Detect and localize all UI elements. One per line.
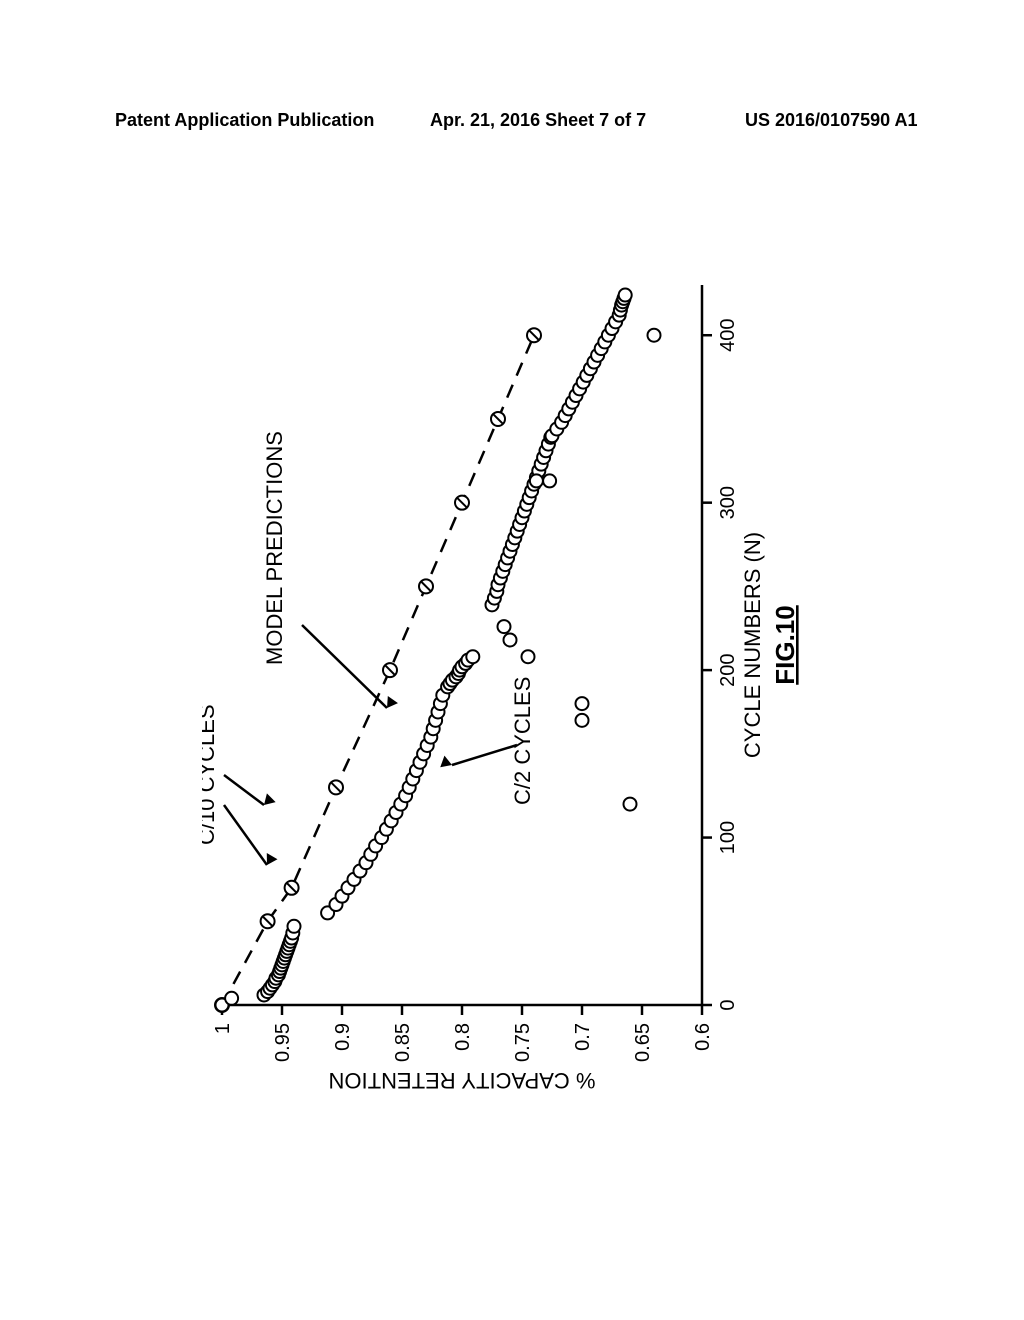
svg-text:C/2 CYCLES: C/2 CYCLES	[510, 677, 535, 805]
capacity-retention-chart: 0.6 0.65 0.7 0.75 0.8 0.85 0.9 0.95 1 0 100 200 300 4…	[202, 220, 822, 1100]
svg-text:MODEL PREDICTIONS: MODEL PREDICTIONS	[262, 431, 287, 665]
svg-text:0.65: 0.65	[632, 1023, 654, 1062]
svg-text:0.9: 0.9	[332, 1023, 354, 1051]
svg-text:0.6: 0.6	[692, 1023, 714, 1051]
svg-text:CYCLE NUMBERS (N): CYCLE NUMBERS (N)	[740, 532, 765, 758]
figure-container-rotated: 0.6 0.65 0.7 0.75 0.8 0.85 0.9 0.95 1 0 100 200 300 4…	[202, 220, 822, 1100]
svg-text:0: 0	[717, 999, 739, 1010]
svg-text:% CAPACITY RETENTION: % CAPACITY RETENTION	[329, 1068, 596, 1093]
svg-text:FIG.10: FIG.10	[770, 605, 800, 684]
svg-text:0.7: 0.7	[572, 1023, 594, 1051]
svg-text:100: 100	[717, 821, 739, 854]
svg-text:200: 200	[717, 653, 739, 686]
svg-text:400: 400	[717, 319, 739, 352]
page: Patent Application Publication Apr. 21, …	[0, 0, 1024, 1320]
header-center: Apr. 21, 2016 Sheet 7 of 7	[430, 110, 646, 131]
svg-text:0.75: 0.75	[512, 1023, 534, 1062]
svg-text:0.85: 0.85	[392, 1023, 414, 1062]
svg-text:300: 300	[717, 486, 739, 519]
header-right: US 2016/0107590 A1	[745, 110, 917, 131]
svg-text:0.95: 0.95	[272, 1023, 294, 1062]
header-left: Patent Application Publication	[115, 110, 374, 131]
svg-text:0.8: 0.8	[452, 1023, 474, 1051]
svg-text:C/10 CYCLES: C/10 CYCLES	[202, 704, 219, 845]
svg-text:1: 1	[212, 1023, 234, 1034]
